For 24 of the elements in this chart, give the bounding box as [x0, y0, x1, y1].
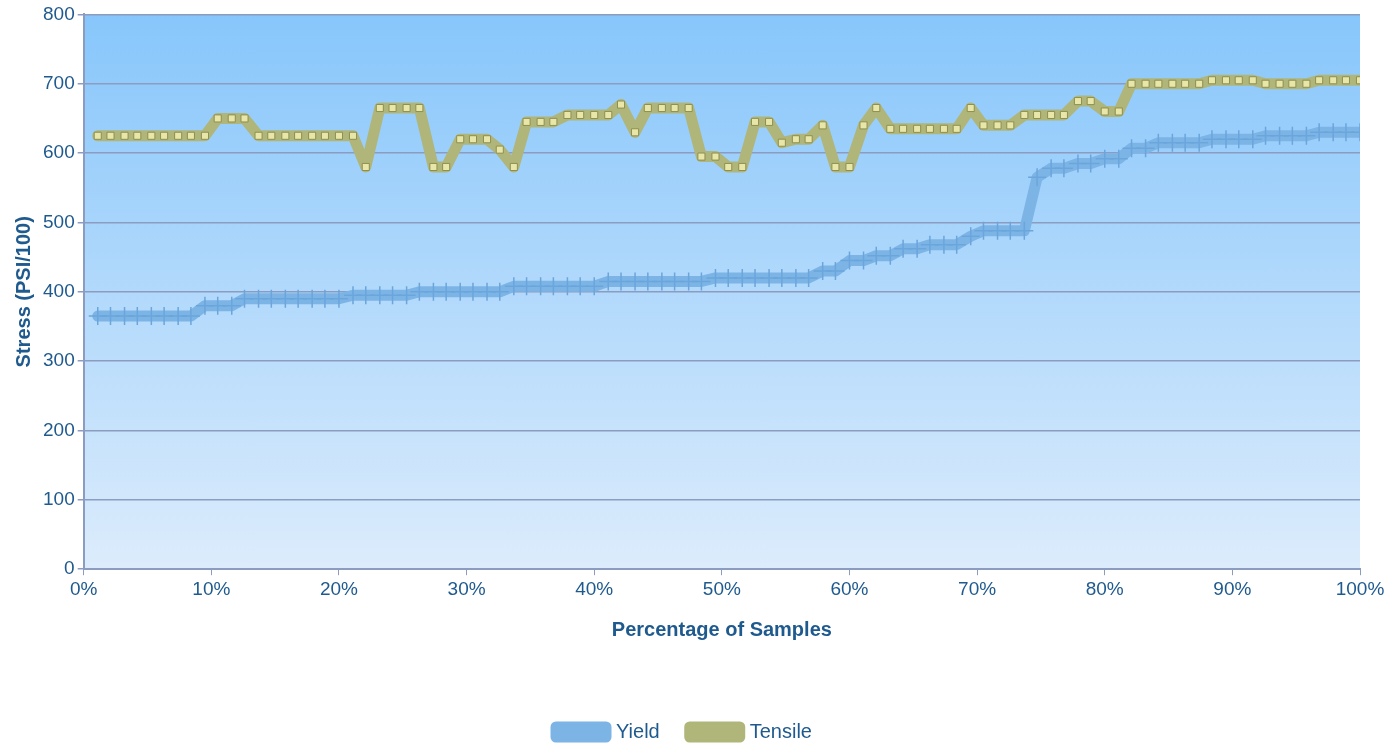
y-axis-title: Stress (PSI/100) — [11, 216, 34, 368]
x-tick-label: 80% — [1085, 577, 1124, 599]
x-tick-label: 20% — [319, 577, 359, 599]
x-axis-title: Percentage of Samples — [611, 617, 832, 640]
x-tick-label: 100% — [1335, 577, 1385, 599]
x-tick-label: 90% — [1213, 577, 1252, 599]
x-tick-label: 50% — [702, 577, 741, 599]
y-tick-label: 200 — [43, 418, 75, 440]
y-tick-label: 700 — [43, 71, 75, 93]
y-tick-label: 600 — [43, 141, 75, 163]
x-tick-label: 70% — [958, 577, 997, 599]
legend-label: Tensile — [749, 719, 812, 742]
legend-label: Yield — [616, 719, 660, 742]
y-tick-label: 100 — [43, 488, 75, 510]
x-tick-label: 30% — [447, 577, 486, 599]
y-tick-label: 400 — [43, 280, 75, 302]
x-tick-label: 0% — [69, 577, 98, 599]
x-tick-label: 10% — [192, 577, 231, 599]
x-tick-label: 60% — [830, 577, 869, 599]
y-tick-label: 0 — [64, 557, 75, 579]
y-tick-label: 800 — [43, 2, 75, 24]
y-tick-label: 300 — [43, 349, 75, 371]
y-tick-label: 500 — [43, 210, 75, 232]
x-tick-label: 40% — [575, 577, 614, 599]
